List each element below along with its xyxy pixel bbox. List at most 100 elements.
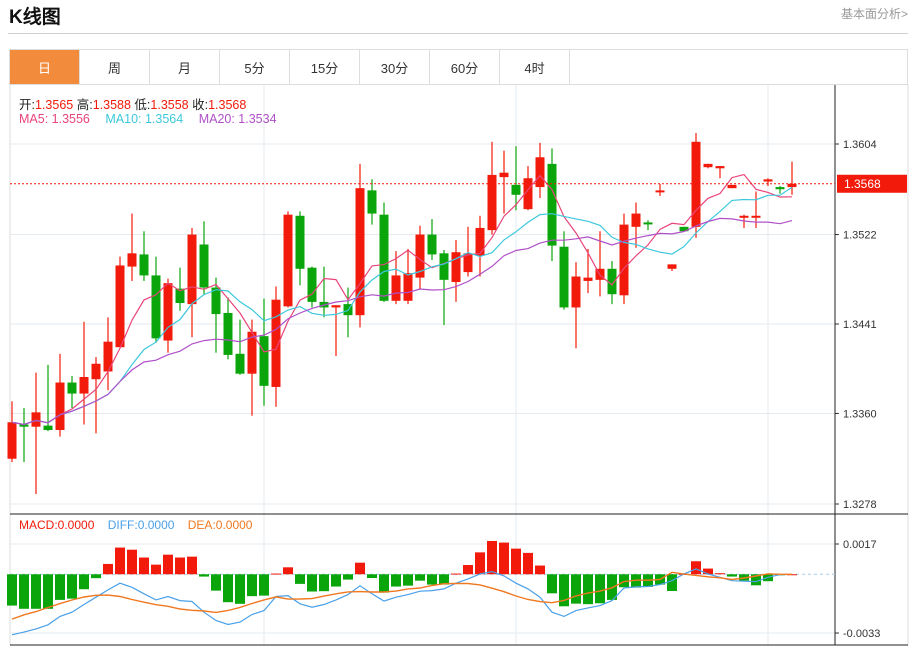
tab-30min[interactable]: 30分 (360, 50, 430, 84)
macd-bar (151, 564, 161, 575)
macd-bar (715, 573, 725, 575)
candle-body (67, 382, 77, 394)
candle-body (775, 187, 785, 190)
candle-body (247, 331, 257, 374)
macd-bar (91, 574, 101, 579)
diff-line (11, 568, 793, 636)
macd-bar (511, 548, 521, 575)
low-label: 低: (134, 98, 151, 112)
macd-bar (67, 574, 77, 599)
y-tick-label: 1.3360 (843, 408, 877, 420)
ma10-value: MA10: 1.3564 (105, 112, 184, 126)
candle-body (367, 190, 377, 214)
ma20-value: MA20: 1.3534 (198, 112, 277, 126)
high-value: 1.3588 (92, 98, 131, 112)
candle-body (19, 424, 29, 427)
candle-body (55, 382, 65, 431)
candle-body (223, 312, 233, 355)
macd-bar (475, 552, 485, 575)
candle-body (655, 190, 665, 193)
candle-body (535, 157, 545, 188)
macd-bar (571, 574, 581, 604)
tab-day[interactable]: 日 (10, 50, 80, 84)
candle-body (559, 246, 569, 308)
macd-bar (367, 574, 377, 578)
candle-body (523, 178, 533, 210)
last-price-badge (837, 174, 907, 193)
macd-bar (427, 574, 437, 585)
candle-body (463, 253, 473, 273)
tab-4h[interactable]: 4时 (500, 50, 570, 84)
last-price-label: 1.3568 (844, 177, 881, 191)
candle-body (379, 214, 389, 301)
macd-bar (259, 574, 269, 596)
macd-bar (751, 574, 761, 586)
candle-body (91, 363, 101, 380)
macd-bar (283, 567, 293, 575)
macd-bar (187, 556, 197, 575)
macd-bar (547, 574, 557, 594)
macd-bar (235, 574, 245, 604)
macd-bar (463, 565, 473, 575)
candle-body (259, 336, 269, 386)
macd-bar (355, 562, 365, 575)
candle-body (271, 299, 281, 387)
macd-y-tick-label: -0.0033 (843, 628, 880, 640)
dea-value: DEA:0.0000 (187, 518, 253, 532)
macd-bar (583, 574, 593, 605)
macd-bar (43, 574, 53, 609)
candle-body (403, 273, 413, 301)
tab-60min[interactable]: 60分 (430, 50, 500, 84)
macd-bar (439, 574, 449, 585)
macd-bar (727, 574, 737, 577)
macd-y-tick-label: 0.0017 (843, 539, 877, 551)
fundamental-analysis-link[interactable]: 基本面分析> (840, 7, 908, 21)
macd-bar (127, 549, 137, 575)
candle-body (451, 252, 461, 283)
candle-body (547, 163, 557, 246)
candle-body (211, 287, 221, 315)
candle-body (187, 234, 197, 305)
macd-bar (487, 540, 497, 575)
candle-body (667, 264, 677, 269)
macd-bar (691, 561, 701, 575)
divider (8, 33, 908, 34)
tab-week[interactable]: 周 (80, 50, 150, 84)
macd-value: MACD:0.0000 (19, 518, 95, 532)
macd-bar (415, 574, 425, 581)
period-tabs: 日 周 月 5分 15分 30分 60分 4时 (9, 49, 908, 85)
open-value: 1.3565 (34, 98, 74, 112)
macd-bar (523, 552, 533, 575)
candle-body (751, 215, 761, 218)
macd-bar (295, 574, 305, 584)
macd-bar (499, 542, 509, 575)
close-value: 1.3568 (208, 98, 247, 112)
y-tick-label: 1.3441 (843, 319, 877, 331)
dea-line (11, 571, 792, 620)
macd-bar (343, 574, 353, 580)
low-value: 1.3558 (150, 98, 189, 112)
macd-bar (403, 574, 413, 586)
candle-body (43, 425, 53, 431)
candle-body (499, 172, 509, 178)
macd-bar (271, 573, 281, 575)
close-label: 收: (192, 98, 209, 112)
macd-bar (55, 574, 65, 600)
candle-body (787, 183, 797, 188)
ma10-line (11, 186, 793, 426)
macd-bar (31, 574, 41, 609)
tab-month[interactable]: 月 (150, 50, 220, 84)
tab-15min[interactable]: 15分 (290, 50, 360, 84)
ma5-value: MA5: 1.3556 (19, 112, 90, 126)
page-title: K线图 (9, 7, 61, 28)
candle-body (127, 253, 137, 267)
tab-5min[interactable]: 5分 (220, 50, 290, 84)
candle-body (511, 184, 521, 195)
macd-bar (199, 574, 209, 577)
candle-body (607, 268, 617, 295)
candle-body (103, 341, 113, 372)
ma20-line (11, 217, 793, 426)
ohlc-info: 开:1.3565 高:1.3588 低:1.3558 收:1.3568 (19, 94, 246, 113)
macd-bar (319, 574, 329, 592)
